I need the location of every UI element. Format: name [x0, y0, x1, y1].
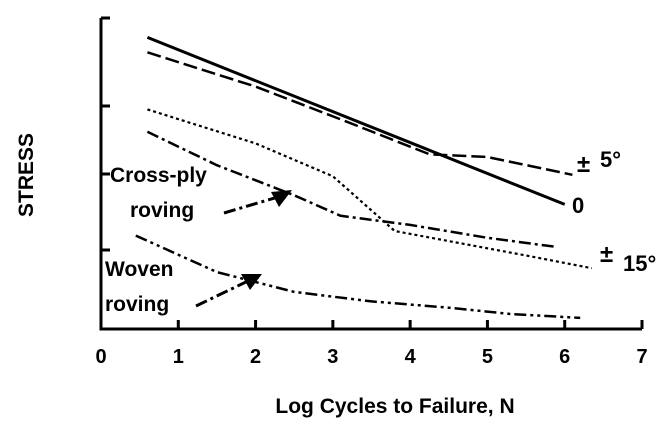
x-tick-label: 1	[173, 346, 184, 368]
series-group	[135, 36, 593, 320]
series-label-pm5-value: 5°	[600, 147, 621, 172]
x-tick-label: 0	[95, 346, 106, 368]
x-tick-label: 6	[559, 346, 570, 368]
x-tick-label: 7	[636, 346, 647, 368]
x-tick-label: 4	[405, 346, 417, 368]
series-label-pm15-value: 15°	[623, 251, 656, 276]
series-line-4	[135, 234, 581, 320]
x-tick-label: 3	[327, 346, 338, 368]
series-label-zero: 0	[572, 193, 584, 218]
woven-callout-arrow	[195, 274, 262, 308]
woven-label-line2: roving	[105, 293, 169, 316]
x-tick-label: 5	[482, 346, 493, 368]
axes	[99, 16, 644, 331]
x-tick-label: 2	[250, 346, 261, 368]
cross-ply-label-line2: roving	[130, 199, 194, 222]
series-label-pm15-sign: ±	[600, 241, 613, 268]
x-axis-title: Log Cycles to Failure, N	[275, 395, 514, 418]
series-line-0	[146, 36, 566, 206]
tick-labels: 0 1 2 3 4 5 6 7	[95, 346, 647, 368]
series-line-1	[147, 51, 573, 177]
y-axis-title: STRESS	[15, 133, 38, 217]
woven-label-line1: Woven	[105, 258, 173, 281]
series-label-pm5-sign: ±	[577, 151, 590, 178]
cross-ply-callout-arrow	[223, 190, 292, 215]
series-line-3	[146, 130, 558, 249]
cross-ply-label-line1: Cross-ply	[110, 164, 207, 187]
